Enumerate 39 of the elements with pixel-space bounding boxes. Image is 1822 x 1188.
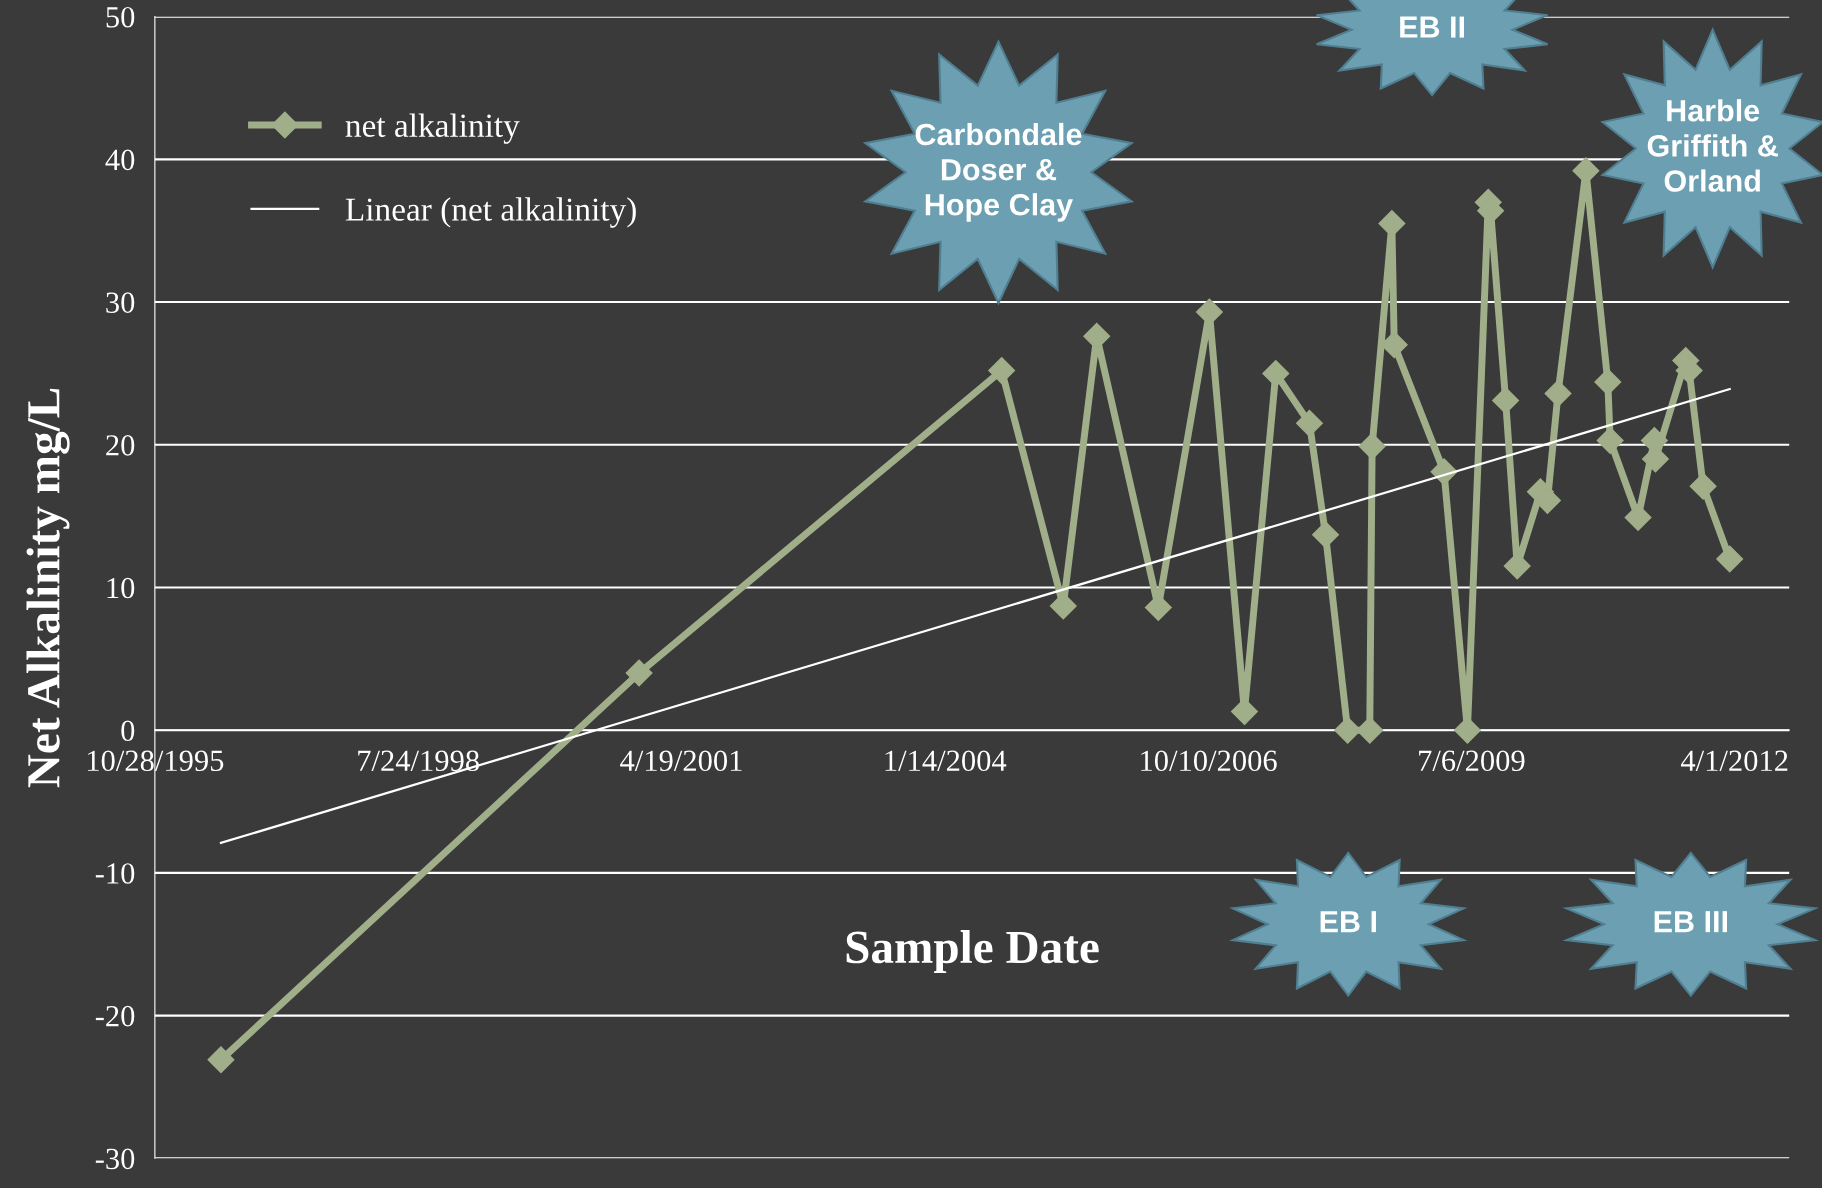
x-tick-label: 1/14/2004 <box>885 750 1007 772</box>
y-tick-label: 0 <box>121 720 135 742</box>
y-tick-label: 50 <box>106 6 135 28</box>
point <box>1624 504 1652 532</box>
x-axis-title: Sample Date <box>846 930 1099 973</box>
y-tick-label: -10 <box>95 863 135 884</box>
point <box>1689 472 1717 500</box>
annotation: EB III <box>1654 911 1727 933</box>
annotation: Harble Griffith & Orland <box>1647 99 1778 192</box>
x-tick-label: 7/24/1998 <box>358 750 479 772</box>
point <box>1596 427 1624 454</box>
point <box>1594 368 1622 396</box>
point <box>1492 387 1520 414</box>
point <box>1262 359 1290 387</box>
point <box>207 1046 235 1074</box>
legend-label: Linear (net alkalinity) <box>345 197 636 228</box>
x-tick-label: 4/1/2012 <box>1680 750 1788 772</box>
x-tick-label: 7/6/2009 <box>1419 750 1525 772</box>
point <box>1356 716 1384 744</box>
point <box>1544 379 1572 407</box>
point <box>1296 409 1323 437</box>
point <box>625 659 653 687</box>
annotation: EB II <box>1400 16 1465 38</box>
x-tick-label: 4/19/2001 <box>620 750 742 772</box>
y-tick-label: 40 <box>105 149 135 171</box>
point <box>1358 432 1386 460</box>
x-tick-label: 10/10/2006 <box>1141 750 1277 772</box>
y-axis-title: Net Alkalinity mg/L <box>26 388 70 788</box>
annotation: Carbondale Doser & Hope Clay <box>915 122 1082 222</box>
y-tick-label: -30 <box>95 1148 135 1170</box>
legend-label: net alkalinity <box>345 113 520 144</box>
point <box>988 357 1016 385</box>
point <box>1312 521 1339 549</box>
y-tick-label: 10 <box>107 577 135 599</box>
y-tick-label: 30 <box>106 292 135 313</box>
y-tick-label: 20 <box>106 435 135 456</box>
annotation: EB I <box>1320 911 1376 933</box>
y-tick-label: -20 <box>95 1005 135 1027</box>
point <box>1716 545 1744 573</box>
